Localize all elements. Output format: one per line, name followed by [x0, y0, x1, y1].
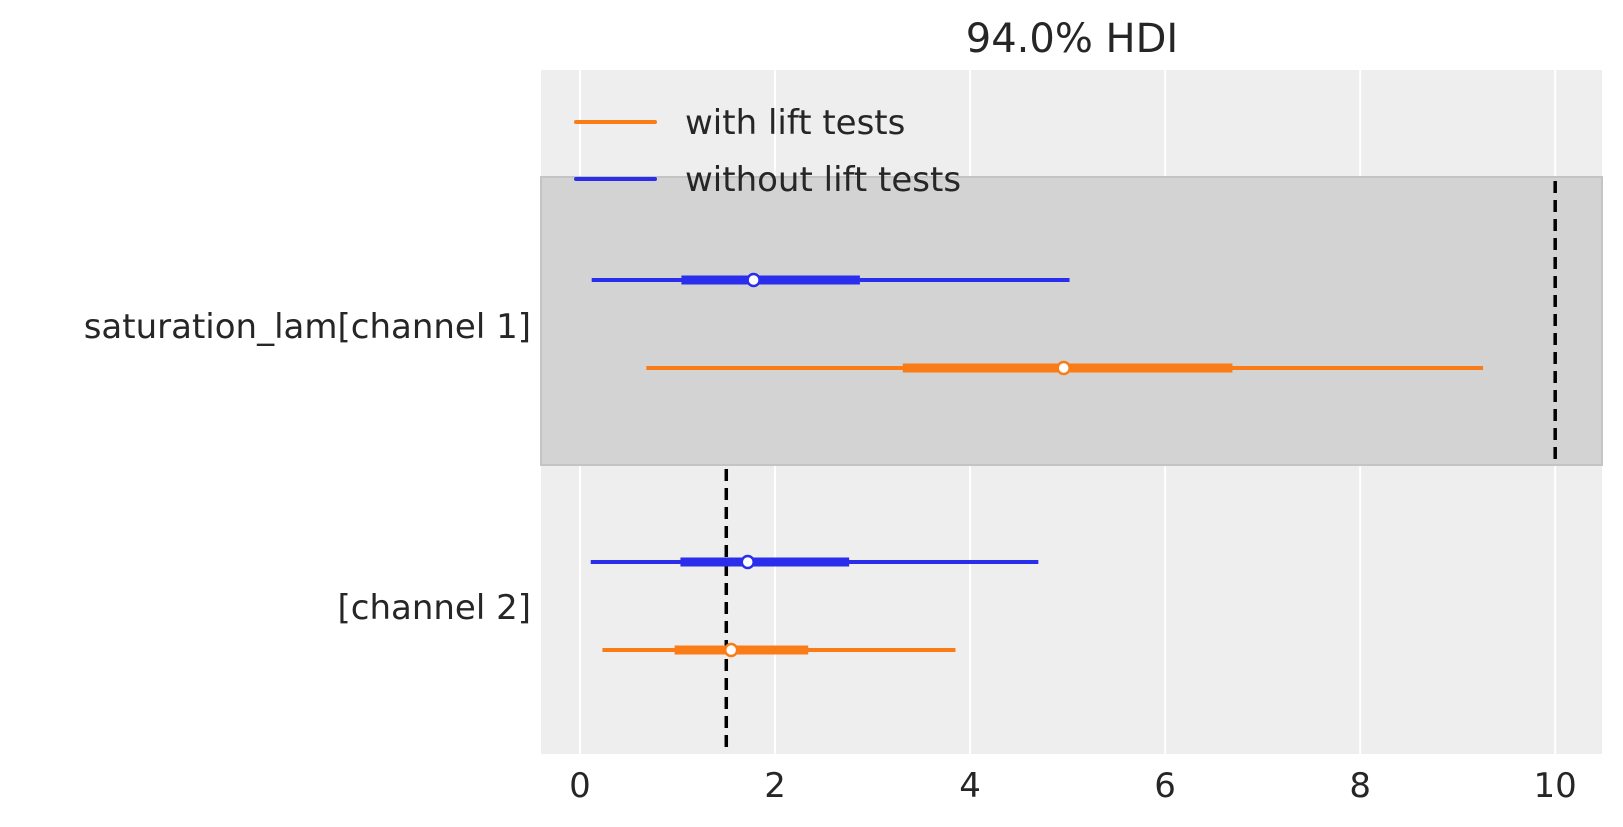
- point-estimate: [1056, 360, 1071, 376]
- x-tick-label: 2: [764, 766, 786, 806]
- x-tick-label: 0: [569, 766, 591, 806]
- point-estimate: [746, 272, 761, 288]
- x-tick-label: 10: [1534, 766, 1577, 806]
- point-estimate: [740, 554, 755, 570]
- legend-label: with lift tests: [685, 103, 905, 143]
- legend-label: without lift tests: [685, 160, 961, 200]
- x-tick-label: 6: [1154, 766, 1176, 806]
- x-tick-label: 4: [959, 766, 981, 806]
- row-label: [channel 2]: [337, 588, 531, 628]
- chart-title: 94.0% HDI: [966, 16, 1178, 62]
- row-label: saturation_lam[channel 1]: [84, 307, 531, 347]
- legend: with lift tests without lift tests: [574, 103, 961, 200]
- x-tick-label: 8: [1349, 766, 1371, 806]
- highlight-band: [540, 176, 1603, 466]
- point-estimate: [723, 642, 739, 658]
